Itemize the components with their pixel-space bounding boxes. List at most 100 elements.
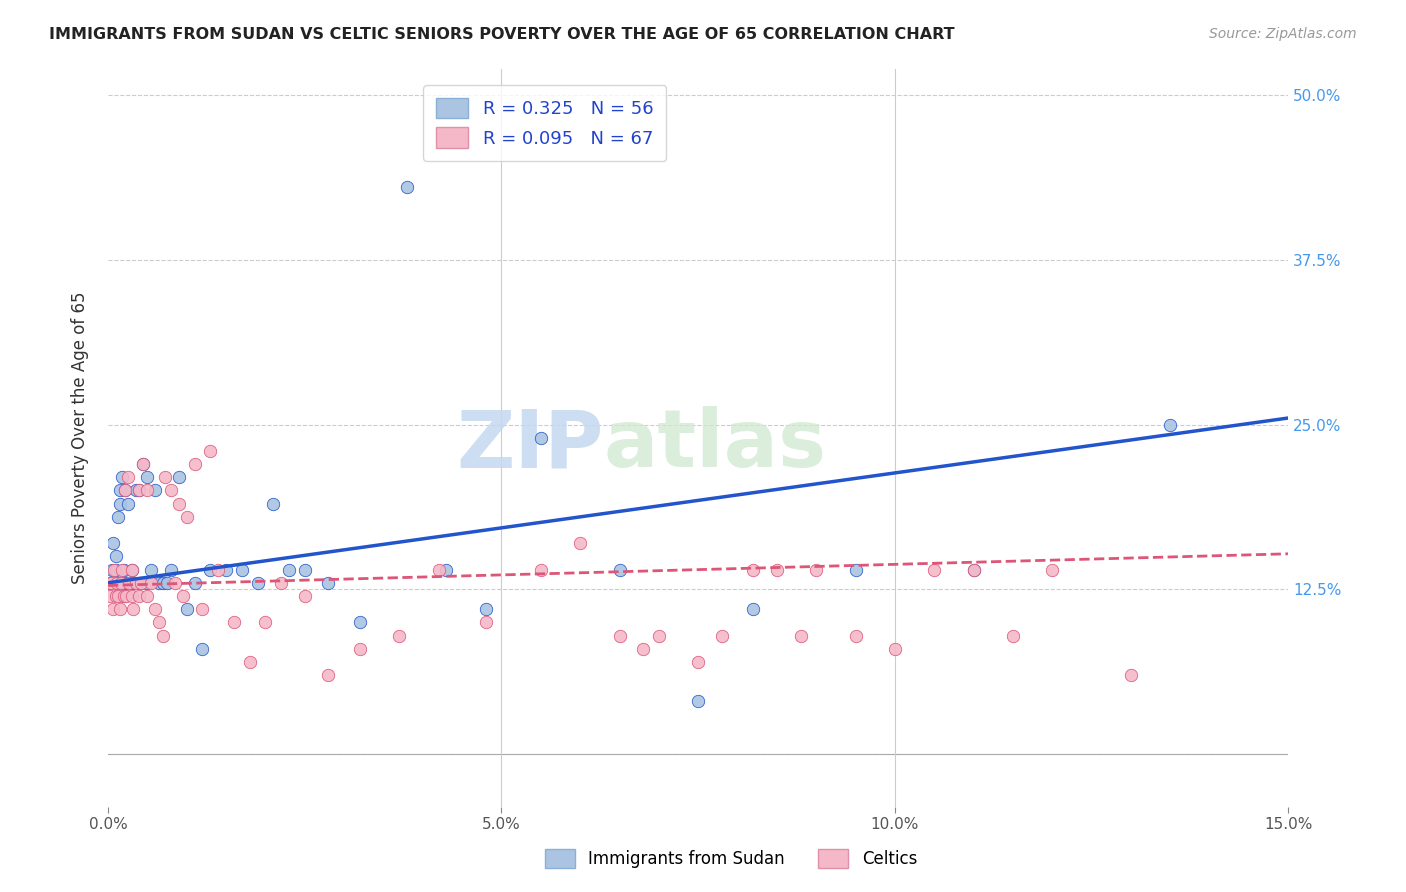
Point: [222, 615, 245, 630]
Text: Source: ZipAtlas.com: Source: ZipAtlas.com: [1209, 27, 1357, 41]
Point: [111, 563, 134, 577]
Point: [128, 483, 150, 498]
Point: [128, 575, 150, 590]
Point: [132, 457, 155, 471]
Point: [117, 470, 139, 484]
Point: [474, 602, 496, 616]
Point: [129, 575, 152, 590]
Point: [163, 575, 186, 590]
Point: [103, 563, 125, 577]
Point: [136, 470, 159, 484]
Point: [766, 563, 789, 577]
Point: [114, 483, 136, 498]
Point: [845, 629, 868, 643]
Point: [121, 589, 143, 603]
Point: [141, 563, 163, 577]
Point: [318, 575, 340, 590]
Point: [609, 563, 631, 577]
Point: [107, 589, 129, 603]
Point: [294, 589, 316, 603]
Point: [569, 536, 592, 550]
Point: [136, 483, 159, 498]
Point: [136, 575, 159, 590]
Point: [112, 563, 135, 577]
Point: [742, 563, 765, 577]
Point: [128, 589, 150, 603]
Point: [121, 563, 143, 577]
Point: [122, 575, 145, 590]
Point: [152, 575, 174, 590]
Y-axis label: Seniors Poverty Over the Age of 65: Seniors Poverty Over the Age of 65: [72, 292, 89, 584]
Point: [434, 563, 457, 577]
Point: [156, 575, 179, 590]
Point: [845, 563, 868, 577]
Point: [200, 444, 222, 458]
Point: [111, 470, 134, 484]
Point: [115, 589, 138, 603]
Point: [118, 575, 141, 590]
Point: [278, 563, 301, 577]
Point: [270, 575, 292, 590]
Point: [294, 563, 316, 577]
Point: [530, 563, 553, 577]
Legend: R = 0.325   N = 56, R = 0.095   N = 67: R = 0.325 N = 56, R = 0.095 N = 67: [423, 85, 666, 161]
Point: [207, 563, 229, 577]
Legend: Immigrants from Sudan, Celtics: Immigrants from Sudan, Celtics: [538, 842, 924, 875]
Point: [100, 575, 122, 590]
Point: [395, 180, 418, 194]
Point: [153, 470, 176, 484]
Point: [143, 602, 166, 616]
Point: [121, 563, 143, 577]
Point: [474, 615, 496, 630]
Point: [98, 589, 121, 603]
Point: [101, 602, 124, 616]
Point: [101, 563, 124, 577]
Text: IMMIGRANTS FROM SUDAN VS CELTIC SENIORS POVERTY OVER THE AGE OF 65 CORRELATION C: IMMIGRANTS FROM SUDAN VS CELTIC SENIORS …: [49, 27, 955, 42]
Point: [167, 470, 190, 484]
Point: [107, 575, 129, 590]
Point: [254, 615, 277, 630]
Point: [191, 602, 214, 616]
Point: [118, 575, 141, 590]
Point: [115, 575, 138, 590]
Point: [806, 563, 828, 577]
Point: [124, 575, 146, 590]
Point: [104, 563, 127, 577]
Point: [104, 589, 127, 603]
Point: [530, 431, 553, 445]
Point: [107, 575, 129, 590]
Point: [108, 602, 131, 616]
Point: [924, 563, 946, 577]
Point: [176, 602, 198, 616]
Point: [141, 575, 163, 590]
Point: [110, 575, 132, 590]
Point: [132, 457, 155, 471]
Point: [388, 629, 411, 643]
Point: [160, 563, 183, 577]
Point: [108, 497, 131, 511]
Point: [114, 483, 136, 498]
Point: [112, 589, 135, 603]
Point: [789, 629, 811, 643]
Point: [962, 563, 984, 577]
Point: [143, 483, 166, 498]
Point: [349, 615, 371, 630]
Point: [631, 641, 654, 656]
Point: [148, 615, 170, 630]
Text: atlas: atlas: [603, 406, 827, 484]
Point: [152, 629, 174, 643]
Point: [884, 641, 907, 656]
Point: [191, 641, 214, 656]
Point: [103, 536, 125, 550]
Point: [710, 629, 733, 643]
Point: [688, 694, 710, 708]
Point: [122, 602, 145, 616]
Point: [349, 641, 371, 656]
Point: [215, 563, 238, 577]
Point: [104, 549, 127, 564]
Point: [200, 563, 222, 577]
Point: [148, 575, 170, 590]
Point: [1001, 629, 1024, 643]
Point: [183, 457, 205, 471]
Point: [110, 575, 132, 590]
